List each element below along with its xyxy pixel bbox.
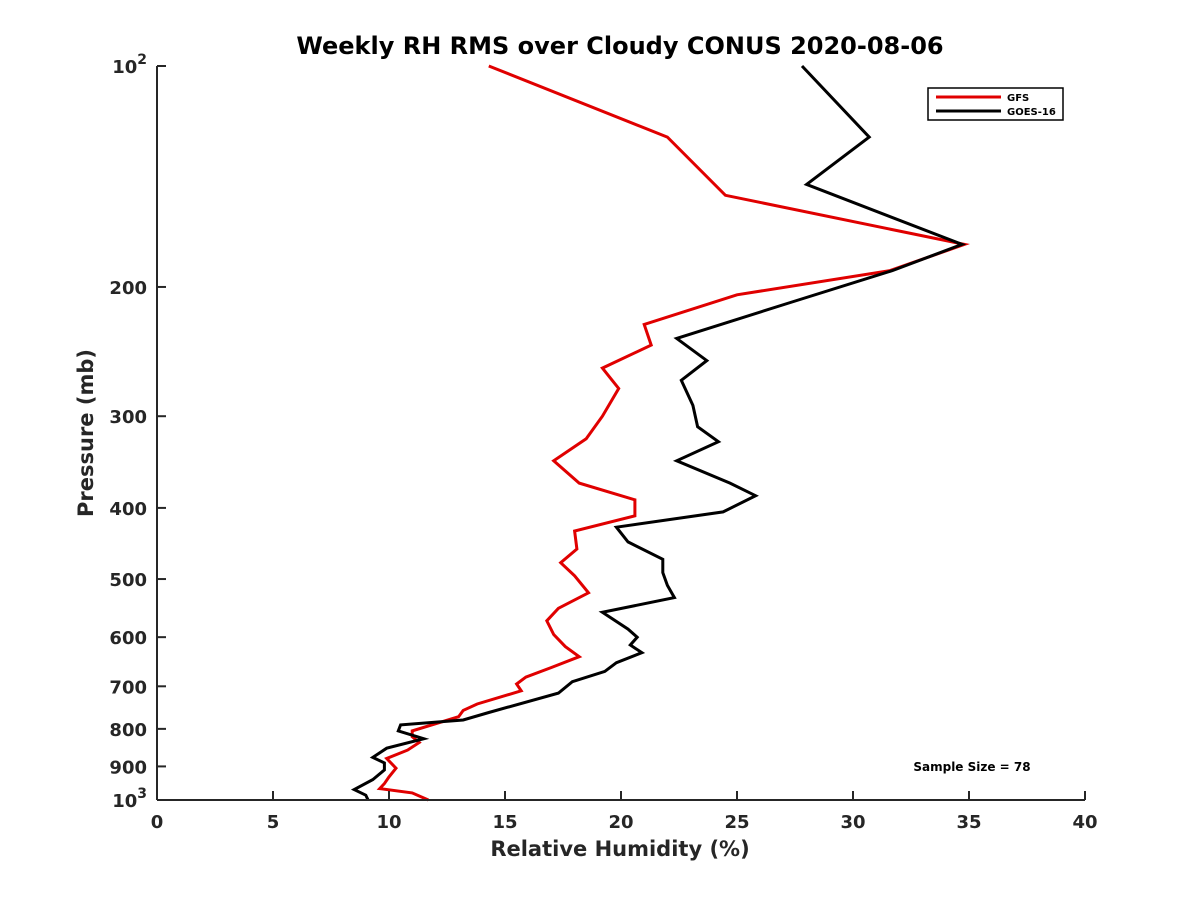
y-tick-label: 103: [112, 786, 147, 812]
x-tick-label: 15: [492, 812, 517, 833]
legend: GFS GOES-16: [927, 87, 1064, 121]
y-tick-label: 102: [112, 52, 147, 78]
x-tick-label: 35: [956, 812, 981, 833]
y-tick-label: 200: [109, 278, 147, 299]
x-tick-label: 30: [840, 812, 865, 833]
x-tick-label: 5: [267, 812, 280, 833]
legend-box: [927, 87, 1064, 121]
series-line-goes-16: [350, 64, 967, 801]
x-ticks: 0 5 10 15 20 25 30 35 40: [151, 791, 1098, 833]
y-ticks: 102 200 300 400 500 600 700 800 900 103: [109, 52, 166, 812]
axes: [156, 66, 1085, 801]
y-tick-label: 500: [109, 570, 147, 591]
y-tick-label: 300: [109, 407, 147, 428]
x-tick-label: 25: [724, 812, 749, 833]
x-tick-label: 40: [1072, 812, 1097, 833]
legend-label: GFS: [1007, 93, 1029, 104]
sample-size-annotation: Sample Size = 78: [913, 760, 1030, 774]
series-line-gfs: [376, 64, 970, 802]
y-tick-label: 900: [109, 757, 147, 778]
y-tick-label: 700: [109, 677, 147, 698]
legend-label: GOES-16: [1007, 107, 1056, 118]
x-tick-label: 0: [151, 812, 164, 833]
x-tick-label: 20: [608, 812, 633, 833]
plot-area: [350, 64, 970, 802]
y-tick-label: 600: [109, 628, 147, 649]
chart-title: Weekly RH RMS over Cloudy CONUS 2020-08-…: [296, 32, 943, 60]
y-tick-label: 400: [109, 499, 147, 520]
x-tick-label: 10: [376, 812, 401, 833]
x-axis-label: Relative Humidity (%): [490, 837, 749, 861]
y-tick-label: 800: [109, 720, 147, 741]
y-axis-label: Pressure (mb): [74, 349, 98, 517]
